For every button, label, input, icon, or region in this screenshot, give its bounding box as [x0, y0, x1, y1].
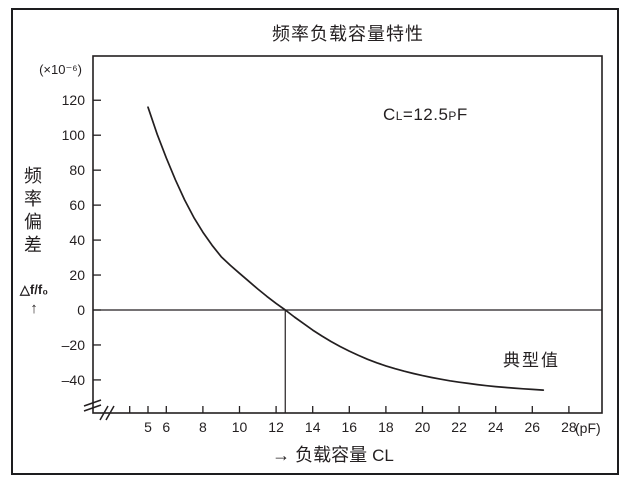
- y-tick-label: 80: [69, 162, 85, 178]
- x-axis-break: [105, 405, 115, 421]
- x-axis-symbol-sub: L: [384, 446, 394, 465]
- y-tick-label: 20: [69, 267, 85, 283]
- x-tick-label: 28: [561, 419, 577, 435]
- x-axis-title-text: 负载容量: [295, 445, 373, 465]
- up-arrow-icon: ↑: [30, 300, 38, 317]
- x-tick-label: 16: [342, 419, 358, 435]
- y-axis-break: [83, 399, 102, 407]
- cl-annotation-f: F: [456, 105, 468, 124]
- cl-annotation-sub: L: [395, 109, 403, 123]
- y-tick-label: 0: [77, 302, 85, 318]
- x-tick-label: 26: [525, 419, 541, 435]
- y-tick-label: –20: [62, 337, 86, 353]
- curve: [147, 106, 545, 391]
- cl-annotation-c: C: [383, 105, 396, 124]
- chart-title: 频率负载容量特性: [272, 24, 424, 44]
- x-tick-label: 6: [162, 419, 170, 435]
- x-tick-label: 12: [268, 419, 284, 435]
- x-axis-break: [99, 405, 109, 421]
- cl-annotation-p: P: [448, 109, 457, 123]
- x-tick-label: 20: [415, 419, 431, 435]
- x-tick-label: 22: [451, 419, 467, 435]
- y-tick-label: 120: [62, 92, 86, 108]
- x-axis-unit: (pF): [575, 420, 601, 436]
- cl-annotation-eq: =12.5: [402, 105, 449, 124]
- y-axis-unit: (×10⁻⁶): [39, 62, 82, 77]
- cl-annotation: CL=12.5PF: [383, 105, 468, 125]
- y-tick-label: 60: [69, 197, 85, 213]
- typical-value-label: 典型值: [503, 351, 560, 370]
- y-axis-break: [83, 404, 102, 412]
- y-tick-label: –40: [62, 372, 86, 388]
- plot-border: [92, 55, 603, 414]
- x-tick-label: 14: [305, 419, 321, 435]
- y-axis-label: 频率偏差: [22, 166, 42, 258]
- delta-f-label: △f/f₀: [19, 282, 49, 297]
- x-axis-title: → 负载容量 CL: [183, 441, 483, 467]
- x-tick-label: 18: [378, 419, 394, 435]
- x-tick-label: 8: [199, 419, 207, 435]
- y-tick-label: 40: [69, 232, 85, 248]
- x-tick-label: 10: [232, 419, 248, 435]
- x-tick-label: 24: [488, 419, 504, 435]
- chart-frame: [11, 8, 619, 475]
- x-tick-label: 5: [144, 419, 152, 435]
- right-arrow-icon: →: [272, 445, 296, 465]
- x-axis-symbol: C: [372, 446, 385, 465]
- y-tick-label: 100: [62, 127, 86, 143]
